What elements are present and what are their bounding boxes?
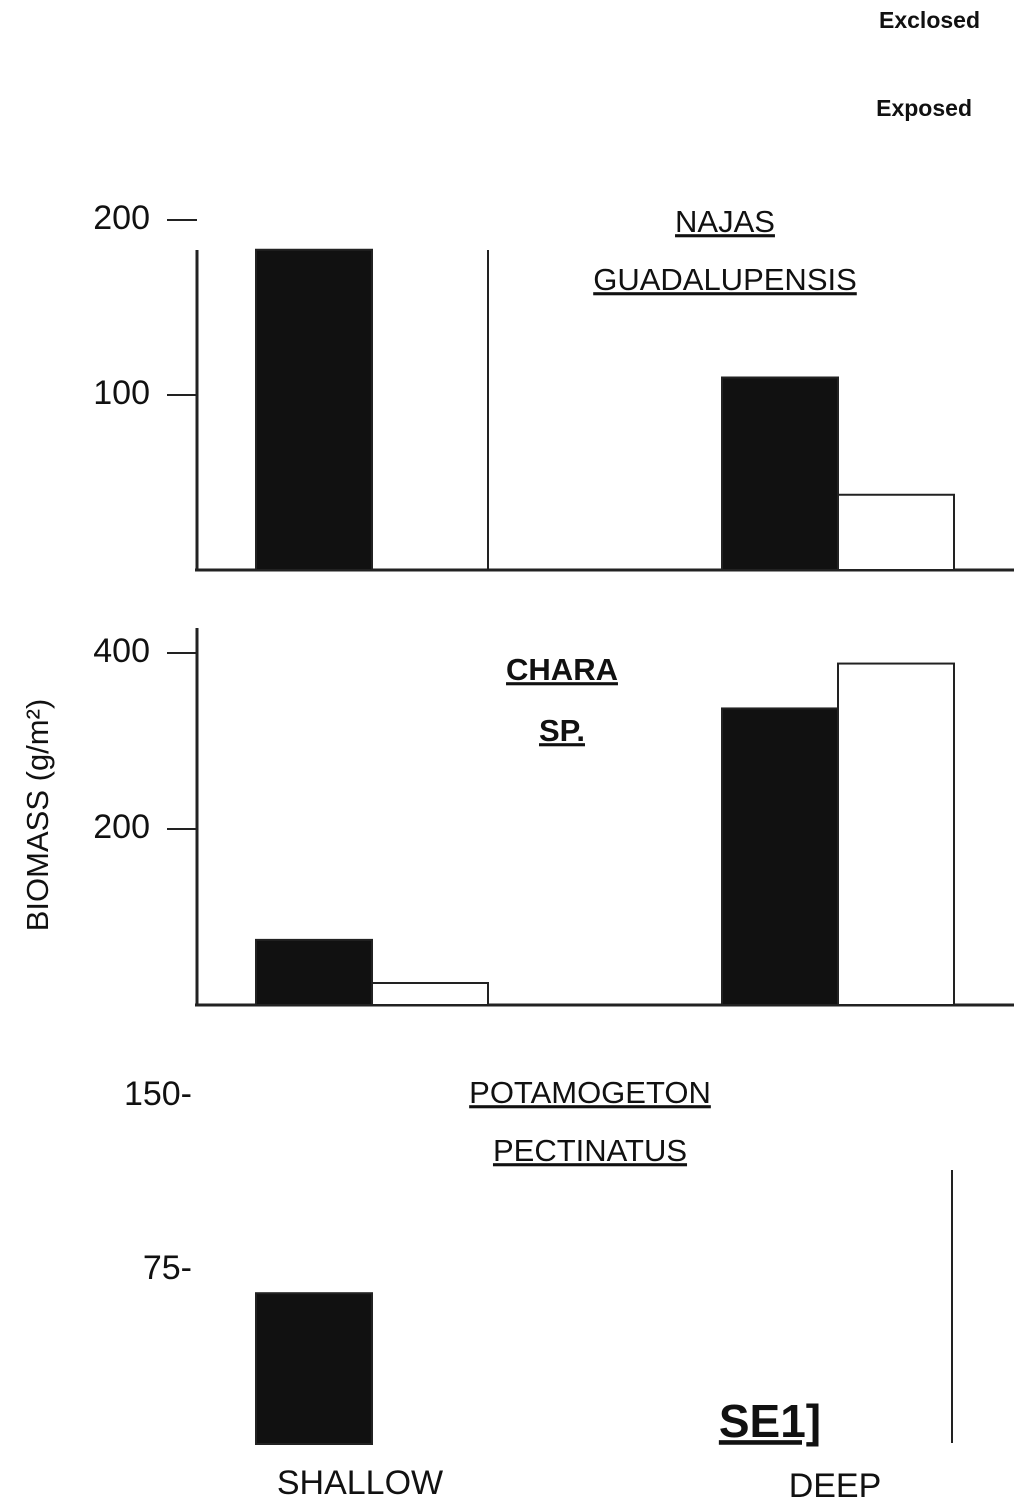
legend-label: Exposed xyxy=(876,95,972,121)
bar xyxy=(837,662,955,1006)
bar xyxy=(255,248,373,571)
bar xyxy=(721,376,839,571)
y-axis-label: BIOMASS (g/m²) xyxy=(20,699,55,932)
y-tick-label: 400 xyxy=(93,632,150,670)
bar xyxy=(721,707,839,1006)
panel-title: NAJAS xyxy=(675,204,775,239)
y-tick-label: 200 xyxy=(93,199,150,237)
category-label: SHALLOW xyxy=(277,1464,443,1502)
bar xyxy=(255,1292,373,1445)
y-tick-label: 200 xyxy=(93,808,150,846)
panel-title: SP. xyxy=(539,713,585,748)
panel-title: POTAMOGETON xyxy=(469,1075,711,1110)
y-tick-label: 75- xyxy=(143,1249,192,1287)
panel-title: GUADALUPENSIS xyxy=(593,262,857,297)
legend-label: Exclosed xyxy=(879,7,980,33)
y-tick-label: 100 xyxy=(93,374,150,412)
annotation: SE1] xyxy=(719,1395,821,1447)
bar xyxy=(837,493,955,571)
panel-title: PECTINATUS xyxy=(493,1133,687,1168)
bar xyxy=(371,982,489,1006)
category-label: DEEP xyxy=(789,1467,882,1505)
panel-title: CHARA xyxy=(506,652,618,687)
bar xyxy=(255,938,373,1007)
y-tick-label: 150- xyxy=(124,1075,192,1113)
